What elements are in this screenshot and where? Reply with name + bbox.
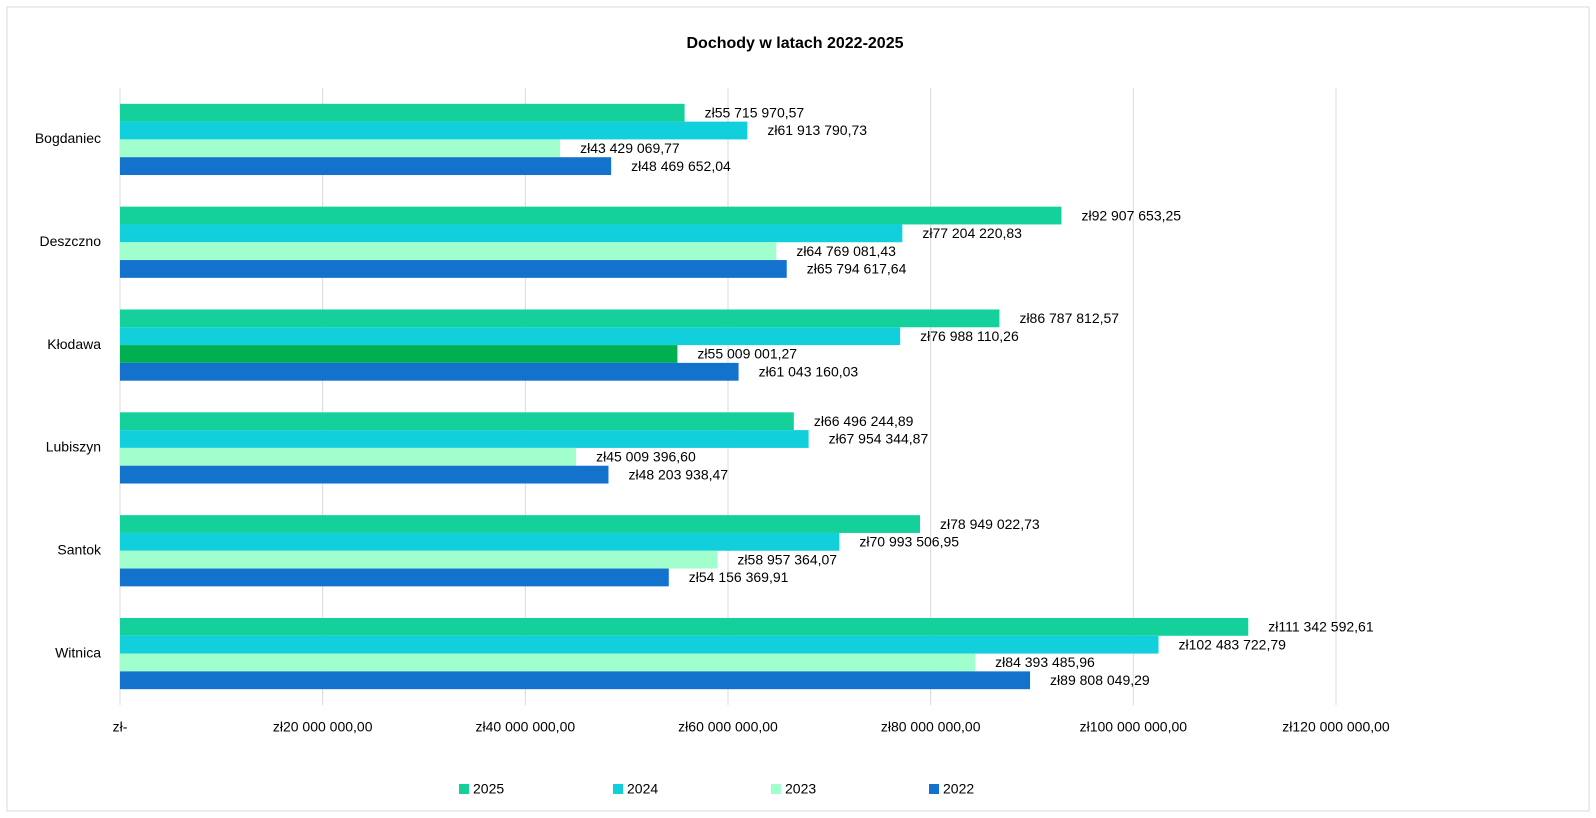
data-label: zł55 715 970,57 (705, 104, 805, 120)
data-label: zł61 913 790,73 (767, 122, 867, 138)
y-tick-label: Santok (57, 541, 102, 557)
bar (120, 345, 678, 363)
x-tick-label: zł100 000 000,00 (1080, 719, 1188, 735)
x-tick-label: zł40 000 000,00 (476, 719, 576, 735)
data-label: zł67 954 344,87 (829, 431, 929, 447)
data-label: zł102 483 722,79 (1179, 636, 1287, 652)
bar (120, 515, 921, 533)
bar (120, 671, 1031, 690)
bar (120, 430, 809, 448)
data-label: zł48 203 938,47 (628, 466, 728, 482)
legend-label: 2024 (627, 781, 658, 797)
bar (120, 139, 561, 158)
data-label: zł65 794 617,64 (807, 261, 907, 277)
x-tick-label: zł- (113, 719, 128, 735)
bar (120, 260, 787, 278)
bar (120, 242, 777, 261)
data-label: zł58 957 364,07 (737, 551, 837, 567)
bar (120, 309, 1000, 328)
legend-swatch (459, 784, 469, 794)
bar (120, 121, 748, 140)
data-label: zł76 988 110,26 (920, 328, 1019, 344)
data-label: zł70 993 506,95 (859, 534, 959, 550)
data-label: zł55 009 001,27 (697, 346, 797, 362)
bar (120, 447, 577, 466)
data-label: zł64 769 081,43 (796, 243, 896, 259)
bar (120, 532, 840, 551)
data-label: zł54 156 369,91 (689, 569, 789, 585)
data-label: zł111 342 592,61 (1268, 619, 1374, 635)
bar (120, 103, 685, 122)
x-tick-label: zł120 000 000,00 (1282, 719, 1390, 735)
bar (120, 465, 609, 484)
legend-label: 2025 (473, 781, 504, 797)
bar (120, 412, 794, 431)
bar (120, 327, 901, 346)
bar (120, 157, 612, 176)
data-label: zł86 787 812,57 (1019, 310, 1119, 326)
data-label: zł48 469 652,04 (631, 158, 731, 174)
data-label: zł78 949 022,73 (940, 516, 1040, 532)
bar (120, 224, 903, 243)
bar (120, 206, 1062, 225)
chart-title: Dochody w latach 2022-2025 (687, 35, 904, 52)
y-tick-label: Witnica (55, 644, 101, 660)
legend-swatch (613, 784, 623, 794)
data-label: zł45 009 396,60 (596, 449, 696, 465)
y-tick-label: Bogdaniec (35, 130, 101, 146)
y-tick-label: Deszczno (40, 233, 102, 249)
y-tick-label: Lubiszyn (46, 439, 101, 455)
y-tick-label: Kłodawa (47, 336, 101, 352)
bar (120, 568, 669, 587)
data-label: zł66 496 244,89 (814, 413, 914, 429)
legend-swatch (929, 784, 939, 794)
bar (120, 653, 976, 672)
data-label: zł92 907 653,25 (1081, 207, 1181, 223)
bar (120, 617, 1249, 636)
data-label: zł77 204 220,83 (922, 225, 1022, 241)
legend-swatch (771, 784, 781, 794)
data-label: zł43 429 069,77 (580, 140, 680, 156)
bar (120, 635, 1159, 654)
data-label: zł89 808 049,29 (1050, 672, 1150, 688)
x-tick-label: zł20 000 000,00 (273, 719, 373, 735)
legend-label: 2022 (943, 781, 974, 797)
data-label: zł84 393 485,96 (995, 654, 1095, 670)
x-tick-label: zł80 000 000,00 (881, 719, 981, 735)
x-tick-label: zł60 000 000,00 (678, 719, 778, 735)
bar (120, 362, 739, 381)
bar (120, 550, 718, 569)
legend-label: 2023 (785, 781, 816, 797)
data-label: zł61 043 160,03 (759, 363, 859, 379)
